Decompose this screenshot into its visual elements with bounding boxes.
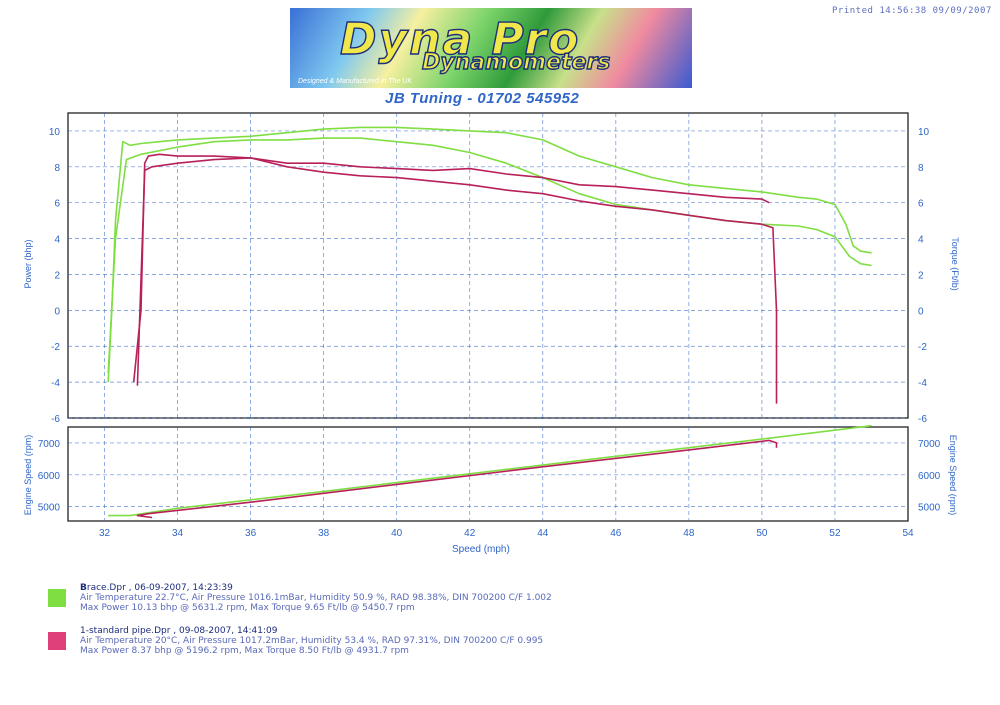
- top-ytick-right: 4: [918, 235, 924, 246]
- top-ytick-right: 2: [918, 270, 924, 281]
- top-series-line-1: [107, 137, 872, 374]
- top-ytick-left: -6: [51, 414, 60, 425]
- bottom-ytick-right: 5000: [918, 503, 941, 514]
- top-ytick-right: 0: [918, 306, 924, 317]
- top-ytick-right: 10: [918, 127, 930, 138]
- top-frame: [67, 112, 909, 419]
- top-ytick-right: -2: [918, 342, 927, 353]
- x-tick-label: 38: [318, 528, 330, 539]
- x-tick-label: 36: [245, 528, 257, 539]
- top-ytick-left: -4: [51, 378, 60, 389]
- top-ytick-left: 10: [49, 127, 61, 138]
- top-ytick-left: 4: [54, 235, 60, 246]
- legend-pipe-max: Max Power 8.37 bhp @ 5196.2 rpm, Max Tor…: [80, 646, 409, 656]
- power-axis-label: Power (bhp): [23, 239, 33, 289]
- bottom-ytick-right: 6000: [918, 471, 941, 482]
- x-tick-label: 50: [756, 528, 768, 539]
- legend-race-conditions: Air Temperature 22.7°C, Air Pressure 101…: [80, 593, 552, 603]
- top-series-line-2: [132, 153, 770, 383]
- legend-race-header: race.Dpr , 06-09-2007, 14:23:39: [86, 583, 233, 593]
- top-series-line-3: [136, 157, 778, 404]
- bottom-ytick-right: 7000: [918, 439, 941, 450]
- dynapro-logo: Dyna Pro Dynamometers Designed & Manufac…: [290, 8, 692, 88]
- engine-speed-chart: 5000 5000 6000 6000 7000 7000 32 34 36 38 40 42 44 46…: [38, 424, 941, 539]
- bottom-ytick-left: 7000: [38, 439, 61, 450]
- top-ytick-right: -4: [918, 378, 927, 389]
- x-tick-label: 48: [683, 528, 695, 539]
- x-tick-label: 40: [391, 528, 403, 539]
- x-tick-label: 42: [464, 528, 476, 539]
- x-tick-label: 52: [829, 528, 841, 539]
- bottom-ytick-left: 6000: [38, 471, 61, 482]
- x-axis-label: Speed (mph): [452, 544, 510, 555]
- top-ytick-right: -6: [918, 414, 927, 425]
- legend-pipe-conditions: Air Temperature 20°C, Air Pressure 1017.…: [80, 636, 544, 646]
- engine-speed-left-label: Engine Speed (rpm): [23, 434, 33, 516]
- logo-word-dyna-pro: Dyna Pro: [339, 13, 581, 65]
- legend-race-max: Max Power 10.13 bhp @ 5631.2 rpm, Max To…: [80, 603, 415, 613]
- x-tick-label: 46: [610, 528, 622, 539]
- legend-pipe-header: 1-standard pipe.Dpr , 09-08-2007, 14:41:…: [80, 626, 278, 636]
- logo-tagline: Designed & Manufactured in The UK: [298, 78, 413, 85]
- top-series-line-0: [107, 126, 872, 383]
- top-ytick-left: 2: [54, 270, 60, 281]
- bottom-frame: [67, 426, 909, 522]
- top-ytick-right: 6: [918, 199, 924, 210]
- legend-swatch-green: [48, 589, 66, 607]
- top-ytick-left: 0: [54, 306, 60, 317]
- logo-word-dynamometers: Dynamometers: [421, 49, 611, 75]
- printed-timestamp: Printed 14:56:38 09/09/2007: [832, 6, 992, 16]
- top-ytick-left: -2: [51, 342, 60, 353]
- top-ytick-right: 8: [918, 163, 924, 174]
- x-tick-label: 44: [537, 528, 549, 539]
- x-tick-label: 34: [172, 528, 184, 539]
- bottom-ytick-left: 5000: [38, 503, 61, 514]
- power-torque-chart: -6 -6 -4 -4 -2 -2 0 0 2 2 4 4 6 6 8 8 10 10: [49, 112, 930, 425]
- legend-prefix: B: [80, 583, 87, 593]
- bottom-series-line-0: [108, 424, 872, 517]
- x-tick-label: 32: [99, 528, 111, 539]
- top-ytick-left: 8: [54, 163, 60, 174]
- top-ytick-left: 6: [54, 199, 60, 210]
- legend-swatch-pink: [48, 632, 66, 650]
- x-tick-label: 54: [902, 528, 914, 539]
- torque-axis-label: Torque (Ft/lb): [950, 237, 960, 291]
- page-title: JB Tuning - 01702 545952: [385, 90, 580, 107]
- bottom-series-line-1: [136, 439, 778, 519]
- engine-speed-right-label: Engine Speed (rpm): [948, 434, 958, 516]
